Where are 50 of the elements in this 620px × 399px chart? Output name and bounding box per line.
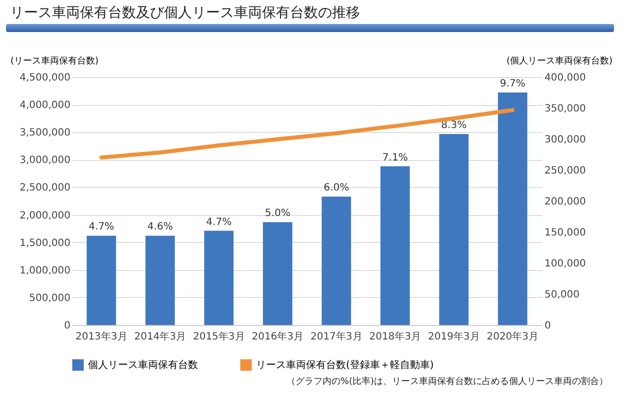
bar bbox=[322, 196, 352, 325]
bar bbox=[145, 236, 175, 325]
y2-tick-label: 300,000 bbox=[544, 134, 586, 146]
legend-label: 個人リース車両保有台数 bbox=[88, 359, 198, 371]
y2-tick-label: 400,000 bbox=[544, 72, 586, 84]
bar bbox=[204, 230, 234, 325]
legend-label: リース車両保有台数(登録車＋軽自動車) bbox=[256, 359, 434, 371]
y-tick-label: 1,500,000 bbox=[20, 238, 70, 249]
y2-tick-label: 0 bbox=[544, 320, 551, 332]
y2-axis-title: (個人リース車両保有台数) bbox=[506, 56, 612, 66]
y-tick-label: 4,500,000 bbox=[20, 72, 70, 84]
y2-tick-label: 150,000 bbox=[544, 228, 586, 238]
bar bbox=[262, 222, 292, 325]
y2-tick-label: 250,000 bbox=[544, 166, 586, 176]
y-tick-label: 2,000,000 bbox=[20, 210, 70, 222]
x-tick-label: 2014年3月 bbox=[134, 330, 186, 342]
x-tick-label: 2015年3月 bbox=[192, 330, 245, 342]
y-tick-label: 3,000,000 bbox=[20, 155, 70, 166]
y-axis-title: (リース車両保有台数) bbox=[10, 56, 99, 66]
y2-tick-label: 50,000 bbox=[544, 290, 580, 300]
y2-tick-label: 200,000 bbox=[544, 196, 586, 208]
y-tick-label: 2,500,000 bbox=[20, 182, 70, 194]
bar bbox=[86, 236, 116, 325]
annotation: 5.0% bbox=[264, 208, 290, 220]
chart-title: リース車両保有台数及び個人リース車両保有台数の推移 bbox=[9, 4, 361, 22]
y2-tick-label: 100,000 bbox=[544, 258, 586, 270]
annotation: 4.6% bbox=[147, 222, 173, 233]
bar bbox=[380, 166, 410, 325]
annotation: 4.7% bbox=[88, 222, 114, 233]
annotation: 6.0% bbox=[324, 182, 350, 194]
text: （グラフ内の%(比率)は、リース車両保有台数に占める個人リース車両の割合） bbox=[285, 376, 609, 388]
annotation: 7.1% bbox=[382, 152, 408, 164]
y-tick-label: 0 bbox=[64, 320, 70, 332]
y-tick-label: 4,000,000 bbox=[20, 100, 70, 112]
x-tick-label: 2017年3月 bbox=[310, 330, 362, 342]
y-tick-label: 500,000 bbox=[29, 292, 70, 304]
x-tick-label: 2018年3月 bbox=[369, 330, 422, 342]
y2-tick-label: 350,000 bbox=[544, 104, 586, 114]
annotation: 4.7% bbox=[206, 216, 232, 228]
x-tick-label: 2013年3月 bbox=[75, 330, 128, 342]
x-tick-label: 2020年3月 bbox=[486, 330, 539, 342]
x-tick-label: 2016年3月 bbox=[252, 330, 304, 342]
x-tick-label: 2019年3月 bbox=[428, 330, 480, 342]
bar bbox=[439, 134, 469, 325]
bar bbox=[498, 92, 528, 325]
y-tick-label: 3,500,000 bbox=[20, 128, 70, 139]
annotation: 9.7% bbox=[500, 78, 526, 90]
annotation: 8.3% bbox=[441, 120, 467, 132]
y-tick-label: 1,000,000 bbox=[20, 265, 70, 276]
line-series bbox=[99, 108, 515, 160]
